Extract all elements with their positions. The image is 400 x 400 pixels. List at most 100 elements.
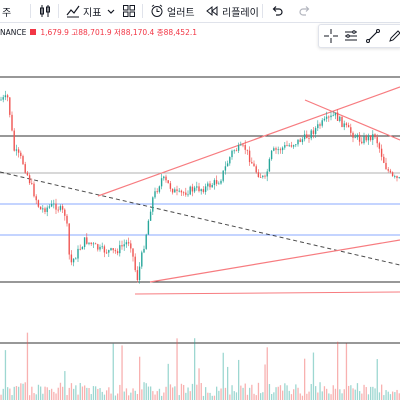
candle-body (75, 258, 77, 260)
volume-bar (383, 395, 385, 400)
pencil-icon[interactable] (387, 28, 400, 44)
candle-body (350, 127, 352, 133)
volume-bar (99, 388, 101, 400)
candle-body (259, 176, 262, 178)
volume-bar (11, 395, 13, 400)
volume-bar (95, 386, 97, 400)
candle-body (279, 149, 282, 151)
candle-body (26, 172, 29, 176)
volume-bar (156, 391, 158, 400)
volume-bar (24, 382, 26, 400)
volume-bar (297, 387, 299, 400)
candle-body (343, 123, 345, 128)
volume-bar (81, 386, 84, 400)
volume-bar (341, 393, 343, 400)
candle-body (273, 148, 275, 151)
replay-button[interactable]: 리플레이 (205, 3, 259, 19)
undo-button[interactable] (270, 3, 284, 19)
volume-bar (315, 386, 317, 400)
candle-body (42, 208, 44, 210)
candle-body (59, 206, 62, 210)
indicators-dropdown[interactable] (106, 3, 116, 19)
chart-type-button[interactable] (38, 3, 52, 19)
crosshair-icon[interactable] (323, 28, 339, 44)
candle-body (220, 180, 222, 184)
volume-bar (112, 343, 114, 400)
candle-body (356, 134, 359, 138)
candle-body (339, 116, 341, 121)
candle-body (396, 176, 398, 178)
redo-button[interactable] (298, 3, 312, 19)
ohlc-values: 1,679.9 고88,701.9 저88,170.4 종88,452.1 (40, 27, 198, 37)
candle-body (244, 145, 246, 150)
price-chart[interactable] (0, 46, 400, 400)
candle-body (193, 187, 196, 192)
volume-bar (257, 382, 260, 400)
symbol-name[interactable]: NANCE (0, 27, 27, 37)
candle-body (284, 145, 286, 148)
candle-body (292, 145, 295, 147)
candle-body (394, 176, 396, 177)
candle-body (2, 97, 4, 100)
layouts-button[interactable] (122, 3, 136, 19)
volume-bar (253, 393, 255, 400)
volume-bar (183, 384, 185, 400)
volume-bar (288, 390, 290, 400)
volume-bar (365, 387, 367, 400)
volume-bar (350, 385, 352, 400)
volume-bar (354, 389, 356, 400)
candle-body (268, 159, 271, 172)
trendline-icon[interactable] (365, 28, 381, 44)
candle-body (270, 150, 273, 160)
candle-body (88, 242, 90, 244)
horizontal-lines-icon[interactable] (343, 28, 359, 44)
volume-bar (169, 384, 172, 400)
volume-bar (218, 390, 220, 400)
candle-body (44, 208, 46, 212)
candle-body (94, 243, 97, 245)
drawing-toolbar (318, 24, 400, 48)
alerts-label: 얼러트 (167, 7, 195, 19)
volume-bar (145, 383, 147, 400)
candle-body (185, 192, 187, 195)
volume-bar (4, 350, 7, 400)
volume-bar (304, 358, 306, 400)
candle-body (28, 175, 31, 184)
volume-bar (136, 394, 139, 400)
candle-body (4, 95, 7, 98)
candle-body (275, 148, 277, 150)
volume-bar (348, 385, 350, 400)
candle-body (110, 248, 112, 251)
volume-bar (361, 393, 363, 400)
volume-bar (185, 392, 187, 400)
volume-bar (48, 389, 51, 400)
candle-body (215, 180, 218, 184)
candle-body (281, 147, 284, 151)
volume-bar (334, 388, 337, 400)
volume-bar (389, 394, 392, 400)
volume-bar (75, 385, 77, 400)
candle-body (365, 136, 367, 141)
volume-bar (35, 394, 37, 400)
volume-bar (244, 383, 246, 400)
candle-body (39, 206, 42, 210)
candle-body (391, 172, 394, 177)
dashed-trendline (0, 171, 400, 266)
candle-body (108, 250, 110, 253)
volume-bar (22, 383, 24, 400)
volume-bar (227, 366, 229, 400)
candle-body (211, 185, 213, 188)
candle-body (240, 144, 242, 146)
candle-body (319, 124, 321, 126)
candle-body (9, 97, 11, 115)
volume-bar (29, 395, 31, 400)
timeframe-button[interactable]: 주 (2, 3, 11, 19)
volume-bar (273, 392, 275, 400)
candle-body (226, 163, 229, 167)
candle-body (200, 189, 202, 192)
volume-bar (306, 393, 308, 400)
indicators-button[interactable]: 지표 (66, 3, 101, 19)
candle-body (352, 132, 354, 138)
volume-bar (55, 393, 57, 400)
alerts-button[interactable]: 얼러트 (150, 3, 195, 19)
